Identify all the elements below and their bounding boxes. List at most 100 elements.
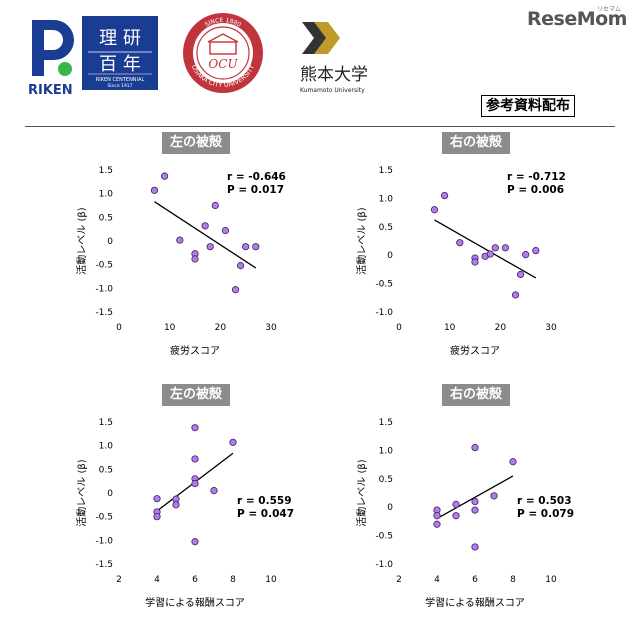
stat-r: r = -0.712 bbox=[507, 171, 566, 183]
panel-title: 右の被殻 bbox=[442, 132, 510, 154]
x-tick-label: 8 bbox=[230, 575, 236, 585]
riken-dot-icon bbox=[58, 62, 72, 76]
x-tick-label: 10 bbox=[164, 323, 176, 333]
y-tick-label: 1.5 bbox=[99, 166, 113, 176]
y-tick-label: -1.5 bbox=[95, 308, 113, 318]
scatter-panel-reward-right: 右の被殻 1.5 1.0 0.5 0 -0.5 -1.0 2 4 6 8 10 学習による報酬スコア 活… bbox=[355, 380, 595, 610]
y-axis-label: 活動レベル (β) bbox=[355, 207, 368, 274]
data-point bbox=[252, 243, 260, 251]
panel-title: 左の被殻 bbox=[162, 132, 230, 154]
data-point bbox=[441, 191, 449, 200]
centennial-title-2: 百 年 bbox=[99, 54, 141, 75]
x-tick-label: 10 bbox=[265, 575, 277, 585]
x-axis-label: 学習による報酬スコア bbox=[145, 596, 245, 609]
y-tick-label: 0 bbox=[107, 489, 113, 499]
data-point bbox=[153, 495, 161, 503]
x-tick-label: 20 bbox=[215, 323, 227, 333]
data-point bbox=[210, 487, 218, 495]
data-point bbox=[237, 262, 245, 270]
data-point bbox=[211, 201, 219, 210]
data-point bbox=[191, 424, 199, 432]
y-tick-label: -1.0 bbox=[375, 308, 393, 318]
data-point bbox=[191, 255, 199, 263]
y-tick-label: 0.5 bbox=[379, 223, 393, 233]
y-tick-label: -1.5 bbox=[95, 560, 113, 570]
osaka-city-university-seal: SINCE 1880 OSAKA CITY UNIVERSITY OCU bbox=[183, 13, 263, 93]
data-point bbox=[176, 236, 184, 244]
riken-mark-icon bbox=[32, 20, 74, 76]
panel-title: 左の被殻 bbox=[162, 384, 230, 406]
y-tick-label: 0.5 bbox=[99, 213, 113, 223]
data-point bbox=[511, 291, 520, 299]
stat-r: r = 0.559 bbox=[237, 495, 292, 507]
data-point bbox=[452, 512, 460, 520]
resemom-logo[interactable]: ReseMom bbox=[527, 8, 627, 30]
stat-p: P = 0.006 bbox=[507, 184, 564, 196]
data-point bbox=[471, 497, 479, 506]
x-axis-label: 疲労スコア bbox=[450, 344, 500, 357]
scatter-plot: 1.5 1.0 0.5 0 -0.5 -1.02 4 6 8 10 学習による報酬スコア 活動レベル … bbox=[355, 418, 574, 609]
data-point bbox=[229, 438, 237, 446]
kumamoto-name: 熊本大学 bbox=[300, 65, 368, 85]
y-tick-label: 0 bbox=[107, 237, 113, 247]
y-tick-label: -1.0 bbox=[95, 536, 113, 546]
data-point bbox=[161, 172, 169, 180]
data-point bbox=[221, 226, 229, 235]
y-tick-label: 1.0 bbox=[99, 190, 114, 200]
regression-line bbox=[434, 219, 537, 279]
data-point bbox=[532, 247, 540, 255]
y-tick-label: -0.5 bbox=[95, 261, 113, 271]
logo-row: RIKEN 理 研 百 年 RIKEN CENTENNIAL Since 191… bbox=[0, 0, 640, 110]
panel-title: 右の被殻 bbox=[442, 384, 510, 406]
data-point bbox=[491, 244, 499, 252]
x-tick-label: 0 bbox=[396, 323, 402, 333]
y-tick-label: 1.5 bbox=[99, 418, 113, 428]
data-point bbox=[150, 186, 159, 194]
data-point bbox=[242, 243, 250, 251]
y-tick-label: 1.0 bbox=[379, 446, 394, 456]
scatter-plot: 1.5 1.0 0.5 0 -0.5 -1.0 -1.52 4 6 8 10 学習による報酬スコア 活動… bbox=[75, 418, 294, 609]
y-tick-label: 1.5 bbox=[379, 166, 393, 176]
osaka-ocu-mark: OCU bbox=[208, 57, 238, 71]
osaka-since: SINCE 1880 bbox=[204, 17, 243, 29]
data-point bbox=[486, 250, 494, 258]
x-tick-label: 8 bbox=[510, 575, 516, 585]
stat-r: r = 0.503 bbox=[517, 495, 572, 507]
data-point bbox=[509, 458, 517, 466]
y-tick-label: 1.0 bbox=[379, 194, 394, 204]
y-tick-label: -0.5 bbox=[375, 532, 393, 542]
y-axis-label: 活動レベル (β) bbox=[355, 459, 368, 526]
scatter-panel-fatigue-right: 右の被殻 1.5 1.0 0.5 0 -0.5 -1.0 0 10 20 30 疲労スコア 活動レベル… bbox=[355, 128, 595, 358]
centennial-title-1: 理 研 bbox=[99, 28, 141, 49]
centennial-sub: RIKEN CENTENNIAL bbox=[96, 77, 145, 83]
y-tick-label: 0.5 bbox=[379, 475, 393, 485]
x-tick-label: 2 bbox=[116, 575, 122, 585]
resemom-ruby: リセマム bbox=[597, 6, 622, 13]
data-point bbox=[191, 479, 199, 488]
data-point bbox=[471, 543, 479, 551]
kumamoto-sub: Kumamoto University bbox=[300, 87, 365, 94]
x-tick-label: 30 bbox=[265, 323, 277, 333]
stat-p: P = 0.047 bbox=[237, 508, 294, 520]
data-point bbox=[201, 222, 209, 230]
data-point bbox=[456, 239, 464, 247]
x-tick-label: 4 bbox=[434, 575, 440, 585]
riken-centennial-box bbox=[82, 16, 158, 90]
x-tick-label: 6 bbox=[192, 575, 198, 585]
kumamoto-logo: 熊本大学 Kumamoto University bbox=[300, 22, 368, 94]
y-tick-label: -0.5 bbox=[95, 513, 113, 523]
scatter-panel-fatigue-left: 左の被殻 1.5 1.0 0.5 0 -0.5 -1.0 -1.5 0 10 20 30 疲労スコア活… bbox=[75, 128, 315, 358]
data-point bbox=[191, 538, 199, 546]
x-tick-label: 20 bbox=[495, 323, 507, 333]
regression-line bbox=[154, 201, 257, 269]
x-tick-label: 2 bbox=[396, 575, 402, 585]
data-point bbox=[501, 244, 509, 252]
x-tick-label: 4 bbox=[154, 575, 160, 585]
x-tick-label: 30 bbox=[545, 323, 557, 333]
centennial-since: Since 1917 bbox=[107, 83, 132, 89]
y-tick-label: 0 bbox=[387, 251, 393, 261]
data-point bbox=[191, 455, 199, 463]
data-point bbox=[471, 443, 479, 452]
data-point bbox=[490, 492, 498, 500]
data-point bbox=[433, 512, 441, 520]
